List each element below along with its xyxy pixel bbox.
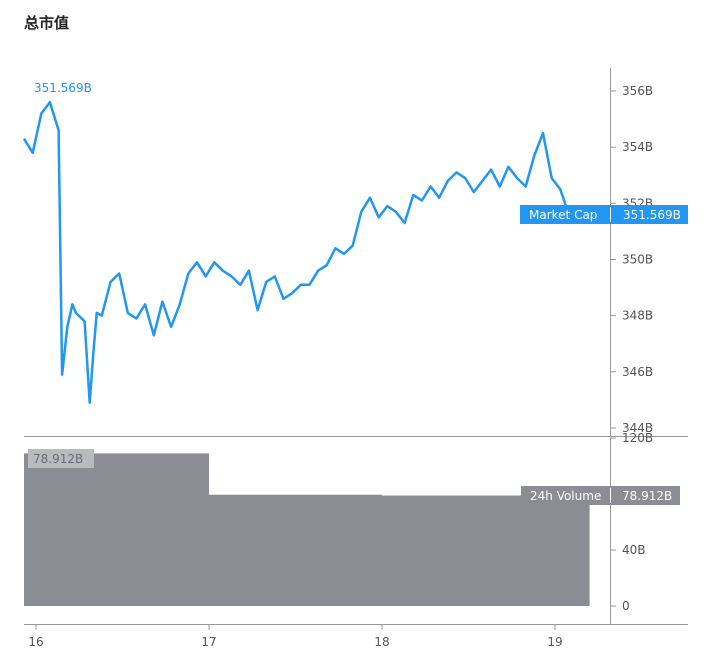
volume-start-value: 78.912B [33, 452, 83, 466]
x-tick-label: 18 [374, 635, 389, 649]
x-tick-label: 17 [201, 635, 216, 649]
volume-tag-name: 24h Volume [530, 489, 601, 503]
price-tick-label: 356B [622, 84, 653, 98]
volume-tick-label: 0 [622, 599, 630, 613]
volume-tag-bg [521, 486, 680, 505]
volume-start-label-bg [28, 449, 94, 468]
volume-bar [209, 494, 382, 606]
volume-y-ticks: 120B 40B 0 [610, 431, 653, 613]
price-tick-label: 344B [622, 421, 653, 435]
volume-tick-label: 40B [622, 543, 646, 557]
volume-tag: 24h Volume 78.912B [521, 486, 680, 505]
price-tick-label: 348B [622, 309, 653, 323]
volume-tick-label: 120B [622, 431, 653, 445]
x-ticks: 16 17 18 19 [28, 624, 563, 649]
market-cap-line [22, 100, 571, 404]
page-title: 总市值 [24, 14, 70, 32]
market-cap-tag: Market Cap 351.569B [520, 205, 688, 224]
volume-tag-value: 78.912B [622, 489, 672, 503]
market-cap-tag-value: 351.569B [623, 208, 681, 222]
volume-bar [24, 453, 209, 606]
market-cap-tag-name: Market Cap [529, 208, 597, 222]
x-tick-label: 16 [28, 635, 43, 649]
market-cap-tag-bg [520, 205, 688, 224]
price-tick-label: 350B [622, 253, 653, 267]
volume-bar [382, 495, 590, 606]
volume-bars [24, 453, 590, 606]
price-tick-label: 354B [622, 140, 653, 154]
price-tick-label: 346B [622, 365, 653, 379]
market-cap-start-value: 351.569B [34, 81, 92, 95]
x-tick-label: 19 [547, 635, 562, 649]
